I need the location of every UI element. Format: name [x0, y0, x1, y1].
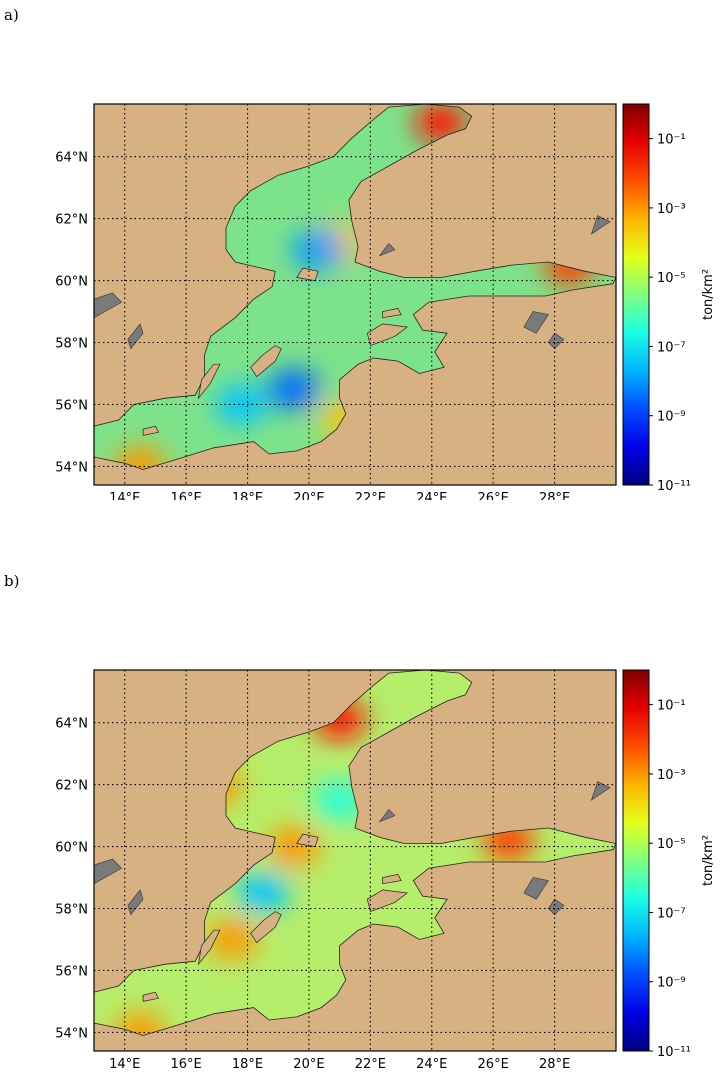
x-tick-label: 20°E — [293, 491, 324, 500]
lake — [127, 323, 144, 350]
map-chart-a: 14°E 16°E 18°E 20°E 22°E 24°E 26°E 28°E 54°N 56°N… — [55, 103, 716, 500]
concentration-hotspot — [292, 229, 345, 270]
colorbar-tick-label: 10⁻⁹ — [657, 410, 686, 425]
grid — [94, 670, 616, 1051]
lake — [548, 898, 565, 916]
x-tick-label: 22°E — [355, 1057, 386, 1072]
island — [197, 363, 221, 400]
island — [250, 345, 282, 378]
colorbar-tick-label: 10⁻¹ — [657, 699, 686, 714]
colorbar-tick-label: 10⁻⁹ — [657, 976, 686, 991]
lake — [94, 858, 123, 885]
island — [366, 323, 409, 347]
island — [142, 425, 160, 436]
colorbar-tick-label: 10⁻¹¹ — [657, 479, 691, 494]
concentration-hotspot — [267, 368, 320, 409]
island — [250, 911, 282, 944]
island — [382, 308, 402, 319]
x-tick-label: 18°E — [232, 1057, 263, 1072]
map-chart-b: 14°E 16°E 18°E 20°E 22°E 24°E 26°E 28°E 54°N 56°N… — [55, 669, 716, 1072]
colorbar-label: ton/km² — [701, 835, 716, 886]
coastline — [93, 669, 617, 1036]
y-tick-label: 58°N — [55, 903, 88, 918]
lake — [94, 292, 123, 319]
x-tick-label: 24°E — [416, 1057, 447, 1072]
island — [382, 874, 402, 885]
x-tick-label: 14°E — [109, 491, 140, 500]
colorbar-tick-label: 10⁻³ — [657, 202, 686, 217]
colorbar-tick-label: 10⁻³ — [657, 768, 686, 783]
x-tick-label: 26°E — [478, 1057, 509, 1072]
lake — [548, 332, 565, 350]
x-tick-label: 28°E — [539, 1057, 570, 1072]
concentration-hotspot — [236, 873, 289, 914]
x-tick-label: 22°E — [355, 491, 386, 500]
colorbar-tick-label: 10⁻¹ — [657, 133, 686, 148]
panel-label-b: b) — [4, 572, 20, 590]
y-tick-label: 64°N — [55, 717, 88, 732]
y-tick-label: 64°N — [55, 151, 88, 166]
panel-label-a: a) — [4, 6, 19, 24]
colorbar — [622, 103, 650, 486]
x-tick-label: 20°E — [293, 1057, 324, 1072]
lake — [378, 808, 396, 823]
lake — [523, 877, 549, 900]
coastline — [93, 103, 617, 470]
x-tick-label: 28°E — [539, 491, 570, 500]
colorbar-label: ton/km² — [701, 269, 716, 320]
map-frame — [93, 669, 617, 1052]
colorbar-tick-label: 10⁻⁵ — [657, 271, 686, 286]
grid — [94, 104, 616, 485]
concentration-hotspot — [215, 384, 268, 425]
x-tick-label: 14°E — [109, 1057, 140, 1072]
colorbar-tick-label: 10⁻⁷ — [657, 906, 686, 921]
x-tick-label: 18°E — [232, 491, 263, 500]
colorbar-tick-label: 10⁻¹¹ — [657, 1045, 691, 1060]
lake — [523, 311, 549, 334]
y-tick-label: 54°N — [55, 1026, 88, 1041]
island — [142, 991, 160, 1002]
map-frame — [93, 103, 617, 486]
y-tick-label: 58°N — [55, 337, 88, 352]
colorbar — [622, 669, 650, 1052]
y-tick-label: 60°N — [55, 275, 88, 290]
y-tick-label: 56°N — [55, 398, 88, 413]
island — [366, 889, 409, 913]
y-tick-label: 54°N — [55, 460, 88, 475]
lake — [378, 242, 396, 257]
x-tick-label: 16°E — [170, 491, 201, 500]
island — [197, 929, 221, 966]
concentration-hotspot — [206, 919, 259, 960]
x-tick-label: 26°E — [478, 491, 509, 500]
y-tick-label: 62°N — [55, 213, 88, 228]
colorbar-tick-label: 10⁻⁵ — [657, 837, 686, 852]
y-tick-label: 56°N — [55, 964, 88, 979]
x-tick-label: 16°E — [170, 1057, 201, 1072]
colorbar-tick-label: 10⁻⁷ — [657, 340, 686, 355]
y-tick-label: 62°N — [55, 779, 88, 794]
y-tick-label: 60°N — [55, 841, 88, 856]
x-tick-label: 24°E — [416, 491, 447, 500]
lake — [127, 889, 144, 916]
